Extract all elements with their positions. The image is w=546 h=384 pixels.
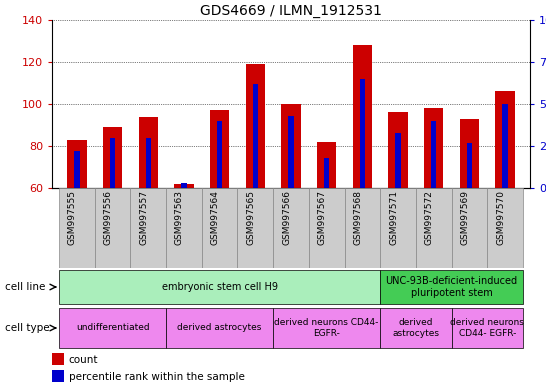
Text: GSM997569: GSM997569	[460, 190, 470, 245]
Bar	[174, 184, 194, 188]
Text: count: count	[69, 354, 98, 364]
Bar	[139, 117, 158, 188]
Bar	[103, 127, 122, 188]
Bar	[309, 188, 345, 268]
Bar	[416, 188, 452, 268]
Text: GSM997566: GSM997566	[282, 190, 291, 245]
Text: percentile rank within the sample: percentile rank within the sample	[69, 372, 245, 382]
Text: cell type: cell type	[5, 323, 50, 333]
Text: derived
astrocytes: derived astrocytes	[393, 318, 440, 338]
Bar	[431, 121, 436, 188]
Text: derived neurons
CD44- EGFR-: derived neurons CD44- EGFR-	[450, 318, 524, 338]
Bar	[388, 113, 408, 188]
Bar	[288, 116, 294, 188]
Bar	[345, 188, 380, 268]
Bar	[460, 119, 479, 188]
Bar	[52, 371, 64, 382]
Text: GSM997570: GSM997570	[496, 190, 505, 245]
Bar	[210, 110, 229, 188]
Bar	[380, 308, 452, 348]
Bar	[353, 45, 372, 188]
Bar	[253, 84, 258, 188]
Bar	[380, 188, 416, 268]
Text: GSM997564: GSM997564	[211, 190, 219, 245]
Bar	[273, 308, 380, 348]
Bar	[166, 308, 273, 348]
Bar	[467, 142, 472, 188]
Bar	[324, 158, 329, 188]
Text: GSM997563: GSM997563	[175, 190, 184, 245]
Text: GSM997572: GSM997572	[425, 190, 434, 245]
Bar	[495, 91, 515, 188]
Text: derived neurons CD44-
EGFR-: derived neurons CD44- EGFR-	[275, 318, 379, 338]
Bar	[502, 104, 508, 188]
Text: GSM997567: GSM997567	[318, 190, 327, 245]
Bar	[110, 137, 115, 188]
Text: GSM997556: GSM997556	[104, 190, 112, 245]
Bar	[273, 188, 309, 268]
Bar	[181, 183, 187, 188]
Bar	[74, 151, 80, 188]
Bar	[130, 188, 166, 268]
Text: derived astrocytes: derived astrocytes	[177, 323, 262, 333]
Text: GSM997565: GSM997565	[246, 190, 256, 245]
Bar	[146, 137, 151, 188]
Bar	[238, 188, 273, 268]
Text: GSM997568: GSM997568	[353, 190, 363, 245]
Bar	[202, 188, 238, 268]
Text: embryonic stem cell H9: embryonic stem cell H9	[162, 282, 278, 292]
Bar	[281, 104, 301, 188]
Text: GSM997557: GSM997557	[139, 190, 149, 245]
Title: GDS4669 / ILMN_1912531: GDS4669 / ILMN_1912531	[200, 3, 382, 18]
Bar	[52, 353, 64, 365]
Bar	[380, 270, 523, 304]
Bar	[487, 188, 523, 268]
Bar	[217, 121, 222, 188]
Bar	[95, 188, 130, 268]
Text: UNC-93B-deficient-induced
pluripotent stem: UNC-93B-deficient-induced pluripotent st…	[385, 276, 518, 298]
Bar	[67, 140, 87, 188]
Bar	[59, 308, 166, 348]
Bar	[317, 142, 336, 188]
Bar	[59, 188, 95, 268]
Bar	[424, 108, 443, 188]
Text: GSM997555: GSM997555	[68, 190, 77, 245]
Bar	[59, 270, 380, 304]
Bar	[360, 79, 365, 188]
Text: cell line: cell line	[5, 282, 46, 292]
Bar	[246, 64, 265, 188]
Text: GSM997571: GSM997571	[389, 190, 398, 245]
Bar	[452, 188, 487, 268]
Text: undifferentiated: undifferentiated	[76, 323, 150, 333]
Bar	[395, 132, 401, 188]
Bar	[452, 308, 523, 348]
Bar	[166, 188, 202, 268]
